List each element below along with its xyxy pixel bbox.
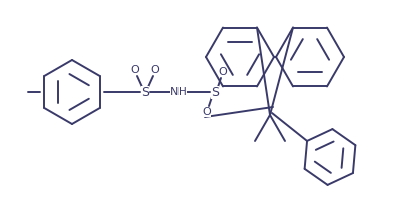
Text: N: N (171, 87, 179, 97)
Text: O: O (202, 107, 211, 117)
Text: O: O (131, 65, 139, 75)
Text: H: H (179, 87, 187, 97)
Text: S: S (141, 85, 149, 99)
Text: H: H (179, 87, 187, 97)
Text: O: O (219, 67, 227, 77)
Text: O: O (150, 65, 159, 75)
Text: N: N (170, 87, 178, 97)
Text: S: S (211, 85, 219, 99)
